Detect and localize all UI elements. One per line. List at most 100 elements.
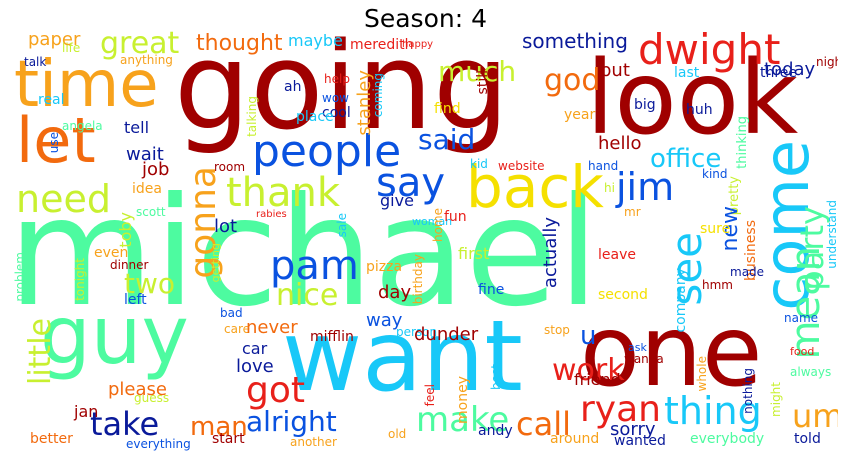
word-problem: problem [14, 252, 27, 302]
word-bad: bad [220, 306, 243, 320]
word-something: something [522, 29, 628, 53]
word-pizza: pizza [366, 259, 403, 275]
word-life: life [62, 41, 81, 55]
word-anything: anything [120, 53, 173, 67]
word-back: back [466, 153, 604, 221]
word-even: even [94, 245, 129, 261]
word-day: day [378, 282, 412, 303]
word-ryan: ryan [580, 389, 661, 430]
word-person: person [396, 325, 438, 339]
word-look: look [586, 39, 799, 158]
word-way: way [366, 310, 403, 331]
word-year: year [564, 107, 596, 123]
word-man: man [190, 412, 248, 442]
word-today: today [764, 59, 816, 80]
word-give: give [380, 191, 414, 210]
word-dinner: dinner [110, 258, 149, 272]
word-kind: kind [702, 167, 728, 181]
word-andy: andy [478, 423, 513, 439]
word-ah: ah [284, 79, 302, 95]
word-around: around [550, 431, 600, 447]
word-great: great [100, 28, 180, 61]
word-whole: whole [695, 356, 709, 392]
word-love: love [236, 356, 274, 377]
word-time: time [14, 48, 159, 122]
word-place: place [296, 109, 334, 125]
word-sale: sale [335, 213, 349, 238]
word-home: home [431, 208, 445, 243]
word-never: never [246, 317, 298, 338]
word-thinking: thinking [735, 116, 750, 169]
word-find: find [434, 101, 461, 117]
word-meredith: meredith [350, 37, 414, 53]
word-better: better [30, 431, 73, 447]
word-nice: nice [276, 278, 339, 313]
word-everything: everything [126, 437, 191, 451]
word-work: work [552, 353, 625, 388]
word-might: might [769, 382, 783, 417]
word-make: make [416, 400, 510, 440]
word-hi: hi [604, 181, 615, 195]
word-huh: huh [686, 102, 713, 118]
word-hello: hello [598, 133, 642, 154]
word-idea: idea [132, 181, 162, 197]
word-website: website [498, 159, 545, 173]
word-call: call [516, 405, 571, 443]
word-two: two [124, 267, 176, 300]
word-best: best [489, 364, 503, 390]
word-wanna: wanna [624, 352, 664, 366]
word-talk: talk [24, 55, 47, 69]
word-guy: guy [40, 289, 189, 382]
word-little: little [23, 318, 58, 385]
word-much: much [438, 55, 517, 88]
word-still: still [475, 70, 491, 95]
word-name: name [784, 311, 819, 325]
word-pam: pam [270, 243, 359, 289]
word-another: another [290, 435, 337, 449]
word-everybody: everybody [690, 431, 765, 447]
word-hand: hand [588, 159, 619, 173]
word-feel: feel [423, 384, 437, 407]
word-need: need [16, 177, 111, 221]
word-guess: guess [134, 391, 170, 405]
word-actually: actually [540, 217, 561, 289]
word-people: people [252, 126, 402, 177]
word-woman: woman [412, 215, 453, 228]
word-let: let [16, 104, 96, 177]
word-job: job [142, 159, 170, 180]
word-fun: fun [444, 209, 467, 225]
word-said: said [418, 123, 476, 156]
word-left: left [124, 292, 147, 308]
word-understand: understand [825, 200, 838, 269]
word-thought: thought [196, 31, 283, 56]
word-talking: talking [245, 96, 259, 137]
word-care: care [224, 322, 251, 336]
word-fine: fine [478, 282, 505, 298]
word-friend: friend [574, 370, 621, 389]
word-going: going [174, 28, 510, 157]
word-tonight: tonight [73, 258, 87, 301]
word-mr: mr [624, 205, 641, 219]
word-told: told [794, 431, 821, 447]
word-um: um [792, 397, 838, 435]
word-hmm: hmm [702, 278, 733, 292]
word-cloud: michael going look one want guy time let come bac… [14, 28, 838, 452]
word-money: money [455, 376, 471, 424]
word-first: first [458, 244, 490, 263]
word-thank: thank [226, 170, 341, 216]
word-use: use [47, 132, 61, 154]
word-put: put [600, 60, 630, 81]
word-stop: stop [544, 323, 570, 337]
word-angela: angela [62, 119, 103, 133]
word-maybe: maybe [288, 31, 343, 50]
word-wow: wow [322, 91, 349, 105]
word-getting: getting [209, 243, 222, 283]
word-big: big [634, 97, 656, 113]
word-got: got [246, 370, 305, 411]
word-real: real [38, 92, 65, 108]
word-michael: michael [14, 166, 600, 340]
word-sure: sure [700, 221, 731, 237]
word-thing: thing [664, 389, 762, 433]
word-company: company [673, 268, 689, 333]
word-kid: kid [470, 157, 488, 171]
